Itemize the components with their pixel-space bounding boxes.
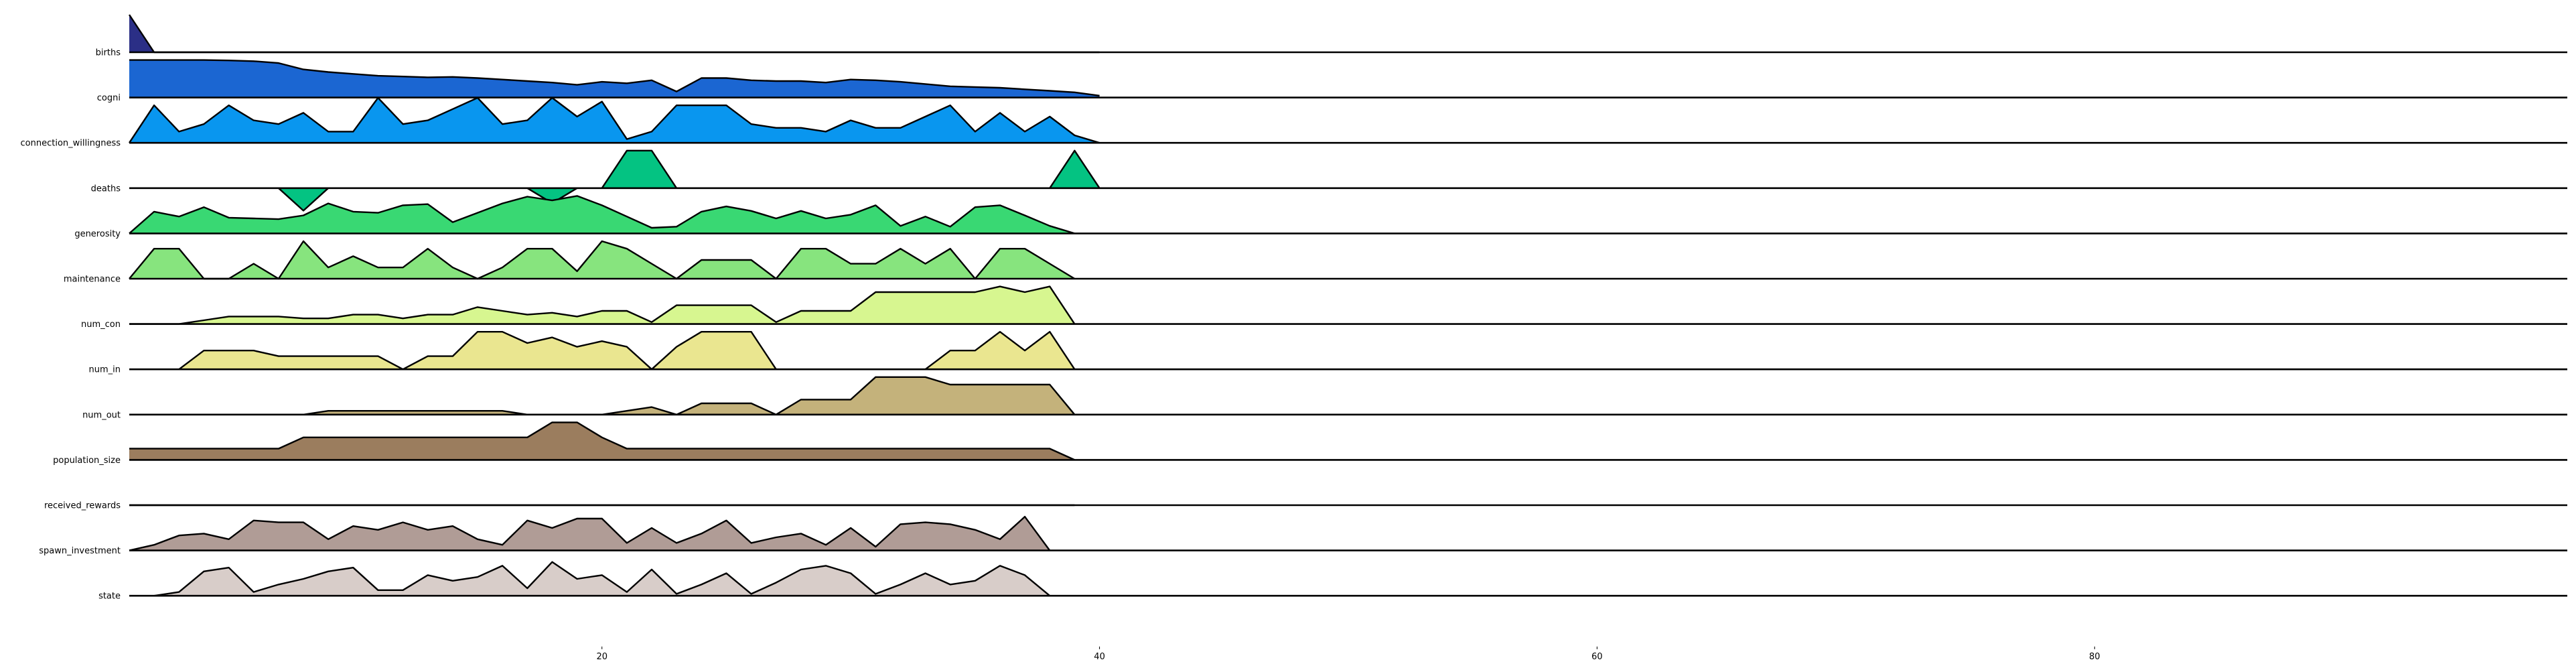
ridge-area-spawn-investment — [129, 517, 1050, 551]
ridge-row-population-size: population_size — [53, 421, 2567, 466]
ridge-line-population-size — [129, 421, 1075, 461]
x-tick-label: 20 — [596, 652, 607, 662]
ridge-line-spawn-investment — [129, 516, 1051, 551]
row-label-num-out: num_out — [82, 410, 121, 420]
ridge-area-cogni — [129, 60, 1100, 98]
ridge-area-generosity — [129, 196, 1075, 234]
row-label-maintenance: maintenance — [64, 275, 121, 285]
ridge-row-births: births — [96, 14, 2567, 58]
ridge-row-maintenance: maintenance — [64, 240, 2567, 285]
x-tick-label: 60 — [1591, 652, 1603, 662]
ridge-area-population-size — [129, 422, 1075, 460]
ridge-row-spawn-investment: spawn_investment — [39, 516, 2567, 556]
ridge-row-generosity: generosity — [74, 195, 2567, 239]
ridge-area-num-out — [129, 377, 1075, 415]
ridge-line-num-con — [129, 285, 1076, 325]
ridge-row-connection-willingness: connection_willingness — [21, 96, 2567, 149]
ridge-row-num-in: num_in — [89, 331, 2567, 375]
ridge-area-num-in — [129, 332, 1075, 370]
ridge-row-num-con: num_con — [81, 285, 2567, 330]
ridge-area-deaths — [129, 150, 1100, 211]
ridge-row-state: state — [98, 561, 2567, 602]
x-axis: 20 40 60 80 — [596, 647, 2100, 662]
ridge-area-maintenance — [129, 241, 1075, 279]
row-label-cogni: cogni — [97, 93, 121, 103]
ridge-row-num-out: num_out — [82, 376, 2567, 420]
row-label-generosity: generosity — [74, 229, 121, 239]
x-tick-label: 80 — [2089, 652, 2100, 662]
ridge-line-maintenance — [129, 240, 1076, 280]
row-label-state: state — [98, 592, 121, 602]
ridge-area-births — [129, 15, 1100, 52]
row-label-spawn-investment: spawn_investment — [39, 546, 121, 556]
row-label-received-rewards: received_rewards — [44, 501, 121, 511]
ridge-line-births — [128, 14, 1100, 54]
x-tick-label: 40 — [1094, 652, 1105, 662]
row-label-population-size: population_size — [53, 456, 121, 466]
ridge-line-connection-willingness — [128, 96, 1100, 144]
ridge-row-received-rewards: received_rewards — [44, 501, 2567, 511]
ridge-line-state — [129, 561, 1051, 597]
row-label-num-in: num_in — [89, 365, 121, 375]
ridge-row-deaths: deaths — [91, 149, 2567, 212]
ridge-area-state — [129, 561, 1050, 596]
ridge-line-generosity — [129, 195, 1075, 234]
ridge-line-cogni — [129, 59, 1100, 96]
ridge-row-cogni: cogni — [97, 59, 2567, 103]
row-label-births: births — [96, 48, 121, 58]
row-label-deaths: deaths — [91, 184, 121, 194]
row-label-num-con: num_con — [81, 320, 121, 330]
row-label-connection-willingness: connection_willingness — [21, 139, 121, 149]
